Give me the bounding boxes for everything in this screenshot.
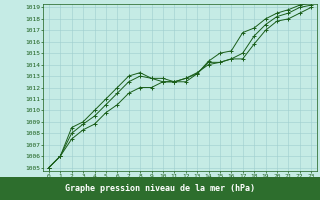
Text: Graphe pression niveau de la mer (hPa): Graphe pression niveau de la mer (hPa) xyxy=(65,184,255,193)
